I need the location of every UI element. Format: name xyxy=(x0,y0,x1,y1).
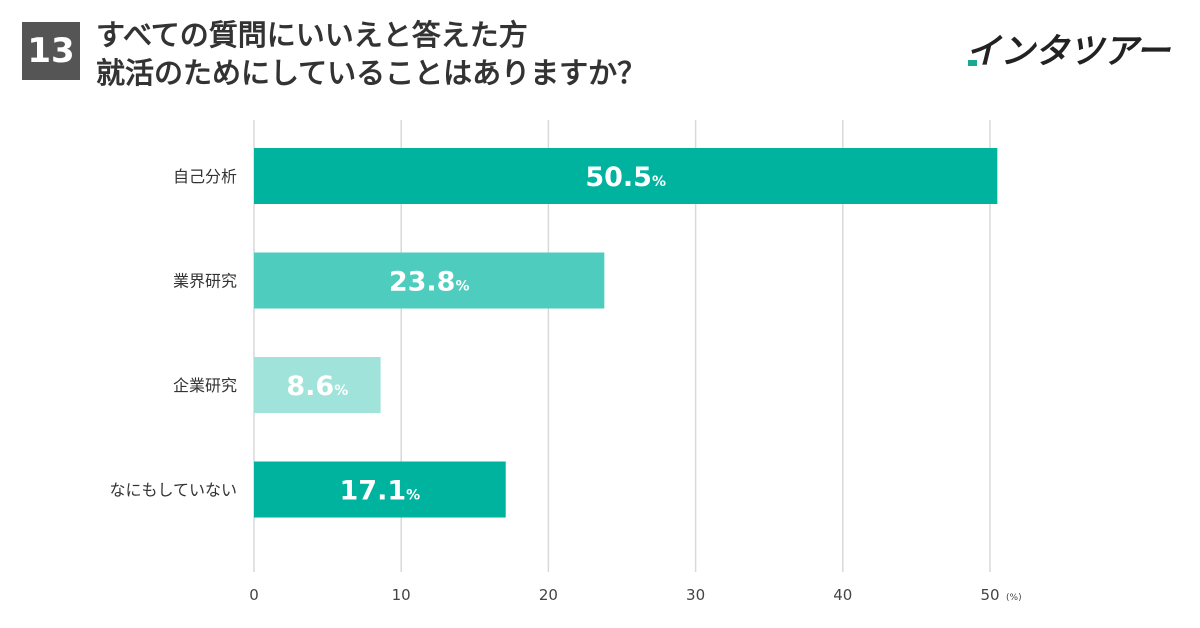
title-line-2: 就活のためにしていることはありますか？ xyxy=(96,56,647,90)
x-tick-label: 50 xyxy=(980,586,999,604)
brand-logo: インタツアー xyxy=(966,30,1172,70)
data-label: 50.5% xyxy=(585,162,666,193)
category-label: 業界研究 xyxy=(173,272,237,291)
x-tick-label: 20 xyxy=(539,586,558,604)
data-label: 23.8% xyxy=(389,267,470,298)
category-label: 企業研究 xyxy=(173,376,237,395)
title-line-1: すべての質問にいいえと答えた方 xyxy=(96,18,528,52)
bar xyxy=(254,357,381,413)
x-tick-label: 30 xyxy=(686,586,705,604)
category-label: なにもしていない xyxy=(109,481,237,500)
data-label: 8.6% xyxy=(286,371,348,402)
question-number-badge: 13 xyxy=(22,22,80,80)
bar xyxy=(254,148,998,204)
x-tick-label: 10 xyxy=(392,586,411,604)
x-axis-unit: (%) xyxy=(1006,593,1022,603)
data-label: 17.1% xyxy=(340,476,421,507)
logo-accent-mark xyxy=(968,60,977,66)
x-tick-label: 0 xyxy=(249,586,259,604)
x-tick-label: 40 xyxy=(833,586,852,604)
page-title: すべての質問にいいえと答えた方 就活のためにしていることはありますか？ xyxy=(96,16,646,92)
category-label: 自己分析 xyxy=(173,167,237,186)
logo-wordmark: インタツアー xyxy=(966,32,1171,70)
bar xyxy=(254,252,605,309)
bar xyxy=(254,461,506,518)
